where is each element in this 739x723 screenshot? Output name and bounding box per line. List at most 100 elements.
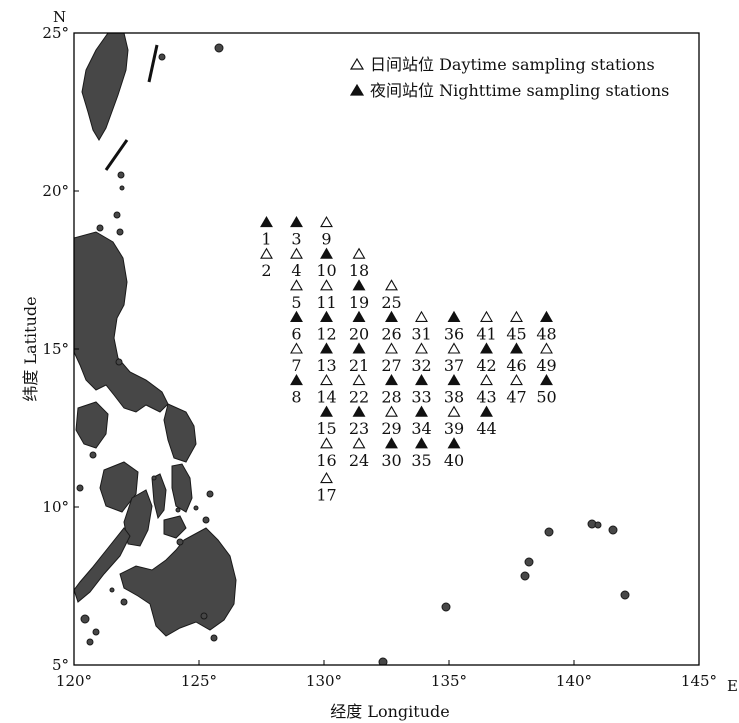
x-axis-label: 经度 Longitude [330,702,449,721]
station-label: 6 [291,324,301,343]
day-station-marker [447,342,461,354]
station-label: 49 [536,356,556,375]
small-island [378,657,388,665]
night-station-marker [415,437,428,449]
day-station-marker [320,374,333,386]
small-island [175,507,181,513]
night-station-marker [540,374,553,386]
station-label: 8 [291,388,301,407]
day-station-marker [320,471,333,484]
night-station-marker [352,405,366,417]
small-island [120,598,128,606]
night-station-marker [320,247,333,259]
small-island [202,516,210,524]
mindoro-island [75,401,109,449]
small-island [193,505,199,511]
legend-night-label: 夜间站位 Nighttime sampling stations [370,81,669,100]
station-label: 28 [381,388,401,407]
x-tick-label: 135° [431,672,467,690]
legend: 日间站位 Daytime sampling stations 夜间站位 Nigh… [349,55,669,100]
day-station-marker [290,247,303,259]
small-island [151,475,157,481]
night-station-marker [290,216,303,228]
day-station-marker [480,374,493,386]
y-axis-ticks: 25° 20° 15° 10° 5° [42,24,79,674]
station-label: 14 [316,388,336,407]
day-station-marker [385,342,398,354]
small-island [76,484,84,492]
small-island [544,527,554,537]
night-station-marker [290,310,303,322]
small-island [115,358,123,366]
small-island [594,521,602,529]
small-island [214,43,224,53]
station-label: 46 [506,356,526,375]
station-label: 38 [444,388,464,407]
small-island [520,571,530,581]
station-label: 4 [291,261,301,280]
y-tick-label: 25° [42,24,69,42]
station-label: 24 [349,451,369,470]
x-tick-label: 140° [556,672,592,690]
day-station-marker [352,437,366,449]
station-label: 32 [411,356,431,375]
small-island [524,557,534,567]
small-island [620,590,630,600]
station-label: 35 [411,451,431,470]
small-island [86,638,94,646]
y-tick-label: 5° [52,656,69,674]
mindanao-island [119,527,237,637]
station-label: 1 [261,230,271,249]
small-island [92,628,100,636]
station-label: 27 [381,356,401,375]
small-island [119,185,125,191]
map-line-mark [104,139,129,171]
station-label: 7 [291,356,301,375]
station-label: 21 [349,356,369,375]
day-station-marker [510,310,523,322]
night-station-marker [320,310,333,322]
station-label: 5 [291,293,301,312]
station-label: 9 [321,230,331,249]
station-label: 3 [291,230,301,249]
station-label: 47 [506,388,526,407]
x-tick-label: 120° [56,672,92,690]
day-station-marker [415,310,428,322]
day-station-marker [320,216,333,228]
small-island [608,525,618,535]
station-label: 40 [444,451,464,470]
station-label: 10 [316,261,336,280]
small-island [113,211,121,219]
small-island [116,228,124,236]
bohol-island [163,515,187,539]
station-label: 43 [476,388,496,407]
leyte-island [171,463,193,513]
samar-island [163,403,197,463]
day-station-marker [352,247,366,259]
palawan-island [74,527,131,603]
small-island [210,634,218,642]
night-station-marker [352,342,366,354]
x-tick-label: 145° [681,672,717,690]
small-island [206,490,214,498]
station-label: 30 [381,451,401,470]
day-station-marker [447,405,461,417]
station-label: 16 [316,451,336,470]
stations-layer: 1234567891011121314151617181920212223242… [260,216,557,505]
land-layer [74,33,630,665]
station-label: 31 [411,324,431,343]
night-station-marker [447,437,461,449]
station-label: 22 [349,388,369,407]
day-station-marker [385,279,398,291]
night-station-marker [320,405,333,417]
station-label: 18 [349,261,369,280]
night-station-marker [415,405,428,417]
station-label: 50 [536,388,556,407]
cebu-island [151,473,167,520]
small-island [158,53,166,61]
station-label: 15 [316,419,336,438]
night-station-marker [290,374,303,386]
station-label: 26 [381,324,401,343]
small-island [96,224,104,232]
